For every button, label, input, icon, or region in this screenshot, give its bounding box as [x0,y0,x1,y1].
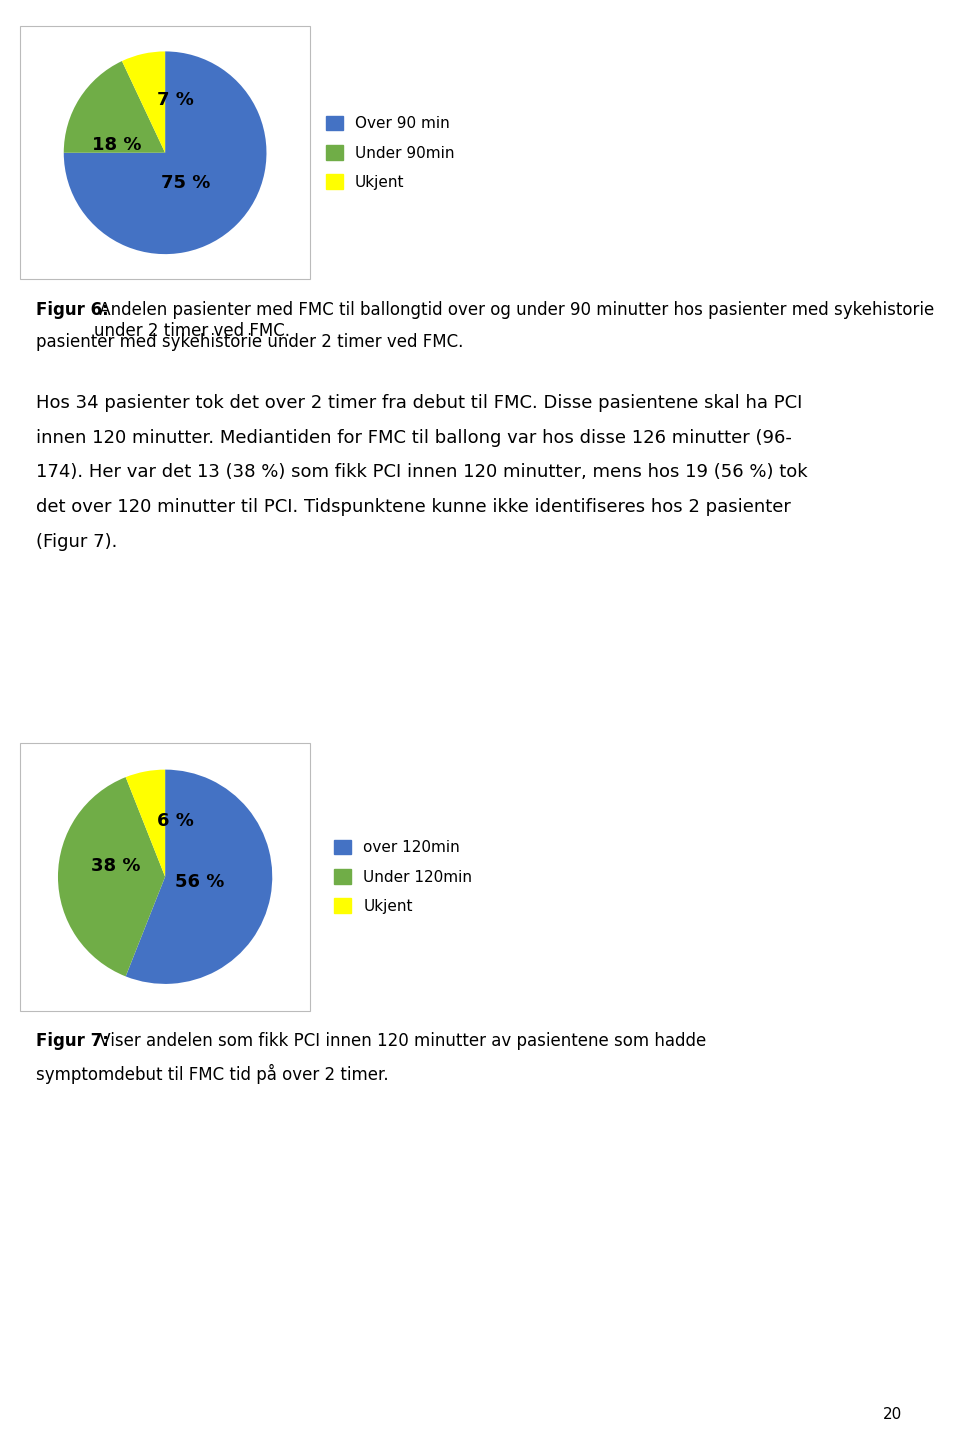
Text: 7 %: 7 % [156,91,194,109]
Text: (Figur 7).: (Figur 7). [36,533,118,550]
Text: 75 %: 75 % [160,174,210,193]
Legend: over 120min, Under 120min, Ukjent: over 120min, Under 120min, Ukjent [328,834,478,919]
Text: Viser andelen som fikk PCI innen 120 minutter av pasientene som hadde: Viser andelen som fikk PCI innen 120 min… [94,1032,707,1050]
Text: Figur 7:: Figur 7: [36,1032,109,1050]
Wedge shape [63,52,267,253]
Text: 56 %: 56 % [175,873,224,891]
Text: 38 %: 38 % [91,857,140,875]
Text: symptomdebut til FMC tid på over 2 timer.: symptomdebut til FMC tid på over 2 timer… [36,1064,389,1085]
Text: 18 %: 18 % [92,136,141,153]
Wedge shape [63,61,165,153]
Text: Andelen pasienter med FMC til ballongtid over og under 90 minutter hos pasienter: Andelen pasienter med FMC til ballongtid… [94,301,934,340]
Text: 174). Her var det 13 (38 %) som fikk PCI innen 120 minutter, mens hos 19 (56 %) : 174). Her var det 13 (38 %) som fikk PCI… [36,463,808,481]
Text: 20: 20 [883,1407,902,1422]
Text: 6 %: 6 % [157,812,194,830]
Text: Figur 6:: Figur 6: [36,301,109,319]
Text: det over 120 minutter til PCI. Tidspunktene kunne ikke identifiseres hos 2 pasie: det over 120 minutter til PCI. Tidspunkt… [36,498,791,515]
Text: pasienter med sykehistorie under 2 timer ved FMC.: pasienter med sykehistorie under 2 timer… [36,333,464,350]
Text: Hos 34 pasienter tok det over 2 timer fra debut til FMC. Disse pasientene skal h: Hos 34 pasienter tok det over 2 timer fr… [36,394,803,411]
Legend: Over 90 min, Under 90min, Ukjent: Over 90 min, Under 90min, Ukjent [320,110,461,195]
Wedge shape [58,778,165,976]
Wedge shape [126,770,165,877]
Text: innen 120 minutter. Mediantiden for FMC til ballong var hos disse 126 minutter (: innen 120 minutter. Mediantiden for FMC … [36,429,792,446]
Wedge shape [126,770,273,983]
Wedge shape [122,52,165,153]
